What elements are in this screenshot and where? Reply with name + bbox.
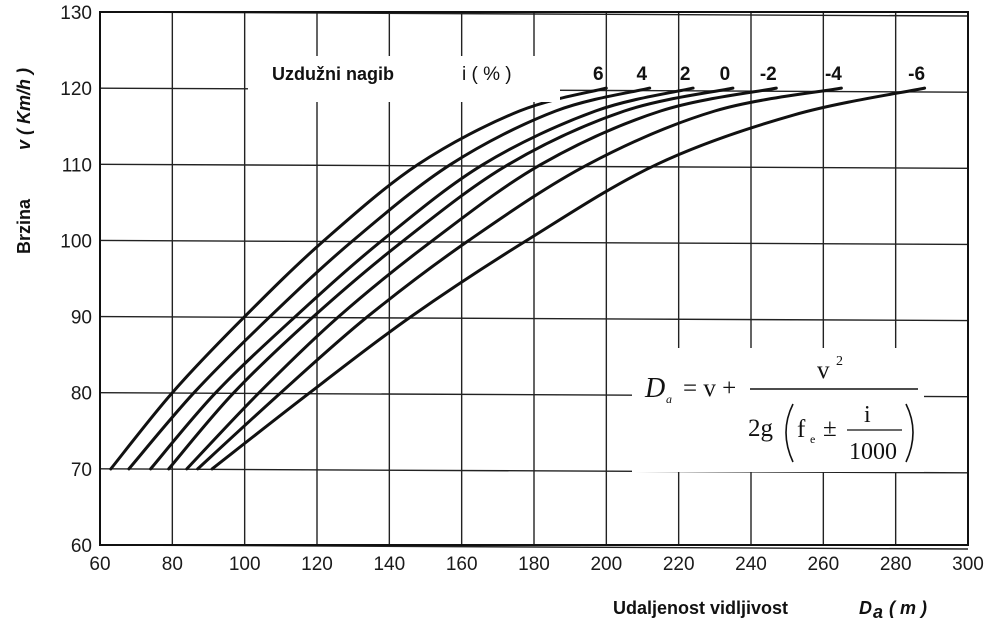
x-tick-label: 220 [663,554,695,575]
y-tick-label: 80 [71,384,92,405]
formula-lhs: D [644,373,665,404]
curve-label--2: -2 [760,64,777,85]
y-axis-ticks: 60 70 80 90 100 110 120 130 [60,3,92,557]
curve-label-0: 0 [720,64,731,85]
formula-lhs-sub: a [666,392,672,406]
x-axis-symbol: D [859,598,872,618]
x-axis-unit: ( m ) [889,598,927,618]
curve-label-2: 2 [680,64,691,85]
formula: D a = v + v 2 2g f e ± i 1000 [644,354,918,465]
x-tick-label: 160 [446,554,478,575]
curve-label-4: 4 [636,64,647,85]
x-tick-label: 280 [880,554,912,575]
legend-unit: i ( % ) [462,64,512,85]
formula-frac-den: 1000 [849,439,897,465]
x-tick-label: 200 [590,554,622,575]
formula-numerator: v [817,357,830,384]
plot-frame [99,11,969,546]
y-tick-label: 70 [71,460,92,481]
y-tick-label: 60 [71,536,92,557]
curve-label--4: -4 [825,64,842,85]
formula-frac-num: i [864,402,871,428]
x-tick-label: 100 [229,554,261,575]
curves [109,86,927,471]
formula-den-prefix: 2g [748,415,774,442]
x-axis-symbol-sub: a [873,602,883,620]
x-tick-label: 60 [89,554,110,575]
formula-numerator-sup: 2 [836,354,843,369]
curve-grade-2 [149,86,695,471]
y-axis-symbol: v ( Km/h ) [14,68,34,150]
x-tick-label: 80 [162,554,183,575]
formula-den-f-sub: e [810,432,815,446]
x-axis-ticks: 60 80 100 120 140 160 180 200 220 240 260 280 300 [89,554,983,575]
plot-border [99,11,969,546]
y-axis-title: Brzina [14,198,34,254]
curve-grade--6 [210,86,927,471]
y-tick-label: 120 [60,79,92,100]
formula-den-f: f [797,416,806,443]
x-axis-title: Udaljenost vidljivost [613,598,788,618]
grid-line-y [99,163,969,169]
formula-pm: ± [823,415,837,442]
curve-grade-4 [127,86,652,471]
y-tick-label: 130 [60,3,92,24]
formula-background [632,348,924,472]
legend-background [248,56,560,102]
x-tick-label: 260 [807,554,839,575]
y-tick-label: 100 [60,231,92,252]
curve-labels: 6 4 2 0 -2 -4 -6 [593,64,925,85]
grid-line-y [99,239,969,246]
x-tick-label: 180 [518,554,550,575]
x-tick-label: 240 [735,554,767,575]
formula-eq: = v + [683,375,736,402]
legend-title: Uzdužni nagib [272,64,394,84]
curve-grade-6 [109,86,608,471]
curve-label--6: -6 [908,64,925,85]
curve-grade--4 [196,86,843,471]
curve-label-6: 6 [593,64,604,85]
y-tick-label: 110 [62,155,92,176]
formula-left-paren [785,403,794,463]
curve-grade-0 [167,86,735,471]
curve-grade--2 [185,86,778,471]
y-tick-label: 90 [71,308,92,329]
formula-right-paren [905,403,914,463]
x-tick-label: 120 [301,554,333,575]
x-tick-label: 300 [952,554,984,575]
grid-line-y [99,468,969,474]
x-tick-label: 140 [373,554,405,575]
